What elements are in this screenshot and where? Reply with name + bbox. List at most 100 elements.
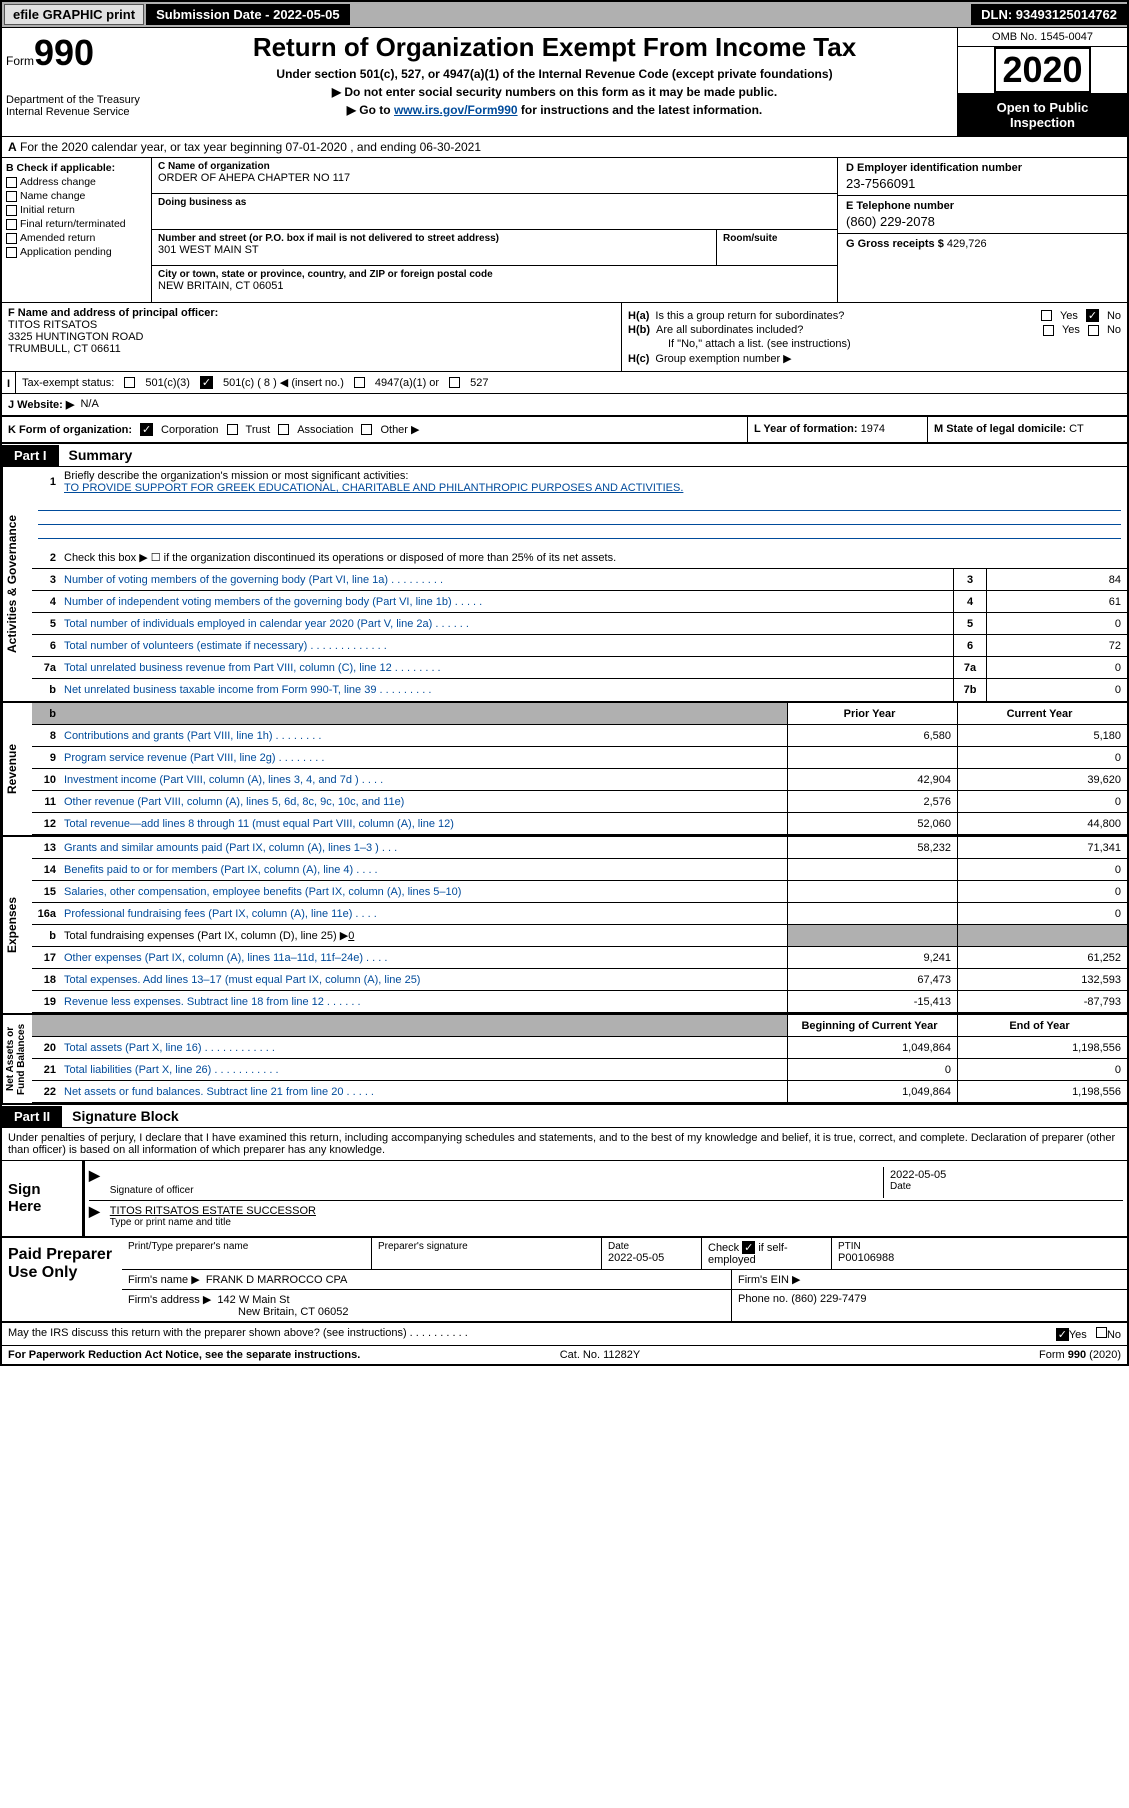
line-6: 6 Total number of volunteers (estimate i… (32, 635, 1127, 657)
ein-label: D Employer identification number (846, 162, 1119, 174)
org-name: ORDER OF AHEPA CHAPTER NO 117 (158, 172, 831, 184)
shade-cell: b (32, 703, 60, 724)
checkbox-icon[interactable] (1096, 1327, 1107, 1338)
checkbox-checked-icon[interactable]: ✓ (1056, 1328, 1069, 1341)
revenue-header: b Prior Year Current Year (32, 703, 1127, 725)
checkbox-icon[interactable] (354, 377, 365, 388)
governance-body: 1 Briefly describe the organization's mi… (32, 467, 1127, 701)
end-year-header: End of Year (957, 1015, 1127, 1036)
line-5: 5 Total number of individuals employed i… (32, 613, 1127, 635)
line-7b: b Net unrelated business taxable income … (32, 679, 1127, 701)
hc-row: H(c) Group exemption number ▶ (628, 352, 1121, 365)
tax-year-text: For the 2020 calendar year, or tax year … (20, 140, 481, 154)
checkbox-icon[interactable] (227, 424, 238, 435)
checkbox-icon[interactable] (361, 424, 372, 435)
gross-val: 429,726 (947, 238, 987, 250)
sign-body: ▶ Signature of officer 2022-05-05 Date ▶… (82, 1161, 1127, 1236)
efile-label: efile GRAPHIC print (4, 4, 144, 25)
checkbox-icon (6, 177, 17, 188)
header-right: OMB No. 1545-0047 2020 Open to Public In… (957, 28, 1127, 136)
checkbox-icon[interactable] (1088, 325, 1099, 336)
line-num: 5 (32, 618, 60, 630)
shade-cell (957, 925, 1127, 946)
hc-label: H(c) (628, 353, 649, 365)
chk-amended[interactable]: Amended return (6, 232, 147, 244)
line-num: 6 (32, 640, 60, 652)
checkbox-icon[interactable] (1043, 325, 1054, 336)
checkbox-checked-icon[interactable]: ✓ (1086, 309, 1099, 322)
org-name-label: C Name of organization (158, 161, 831, 172)
tax-status-body: Tax-exempt status: 501(c)(3) ✓501(c) ( 8… (16, 372, 1127, 393)
line-20: 20Total assets (Part X, line 16) . . . .… (32, 1037, 1127, 1059)
chk-address-change[interactable]: Address change (6, 176, 147, 188)
fh-row: F Name and address of principal officer:… (2, 303, 1127, 372)
line-22: 22Net assets or fund balances. Subtract … (32, 1081, 1127, 1103)
line-12: 12Total revenue—add lines 8 through 11 (… (32, 813, 1127, 835)
chk-initial-return[interactable]: Initial return (6, 204, 147, 216)
line-19: 19Revenue less expenses. Subtract line 1… (32, 991, 1127, 1013)
omb-number: OMB No. 1545-0047 (958, 28, 1127, 47)
dba-box: Doing business as (152, 194, 837, 230)
checkbox-icon (6, 247, 17, 258)
revenue-section: Revenue b Prior Year Current Year 8Contr… (2, 703, 1127, 837)
checkbox-icon (6, 219, 17, 230)
val-5: 0 (987, 613, 1127, 634)
line-1: 1 Briefly describe the organization's mi… (32, 467, 1127, 497)
officer-box: F Name and address of principal officer:… (2, 303, 622, 371)
chk-pending[interactable]: Application pending (6, 246, 147, 258)
checkbox-checked-icon[interactable]: ✓ (742, 1241, 755, 1254)
street-val: 301 WEST MAIN ST (158, 244, 710, 256)
gross-receipts-box: G Gross receipts $ 429,726 (838, 234, 1127, 254)
chk-final-return[interactable]: Final return/terminated (6, 218, 147, 230)
line-3: 3 Number of voting members of the govern… (32, 569, 1127, 591)
ha-yn: Yes ✓No (1041, 309, 1121, 322)
ha-text: Is this a group return for subordinates? (655, 310, 844, 322)
firm-name-row: Firm's name ▶ FRANK D MARROCCO CPA Firm'… (122, 1270, 1127, 1290)
mission-text: TO PROVIDE SUPPORT FOR GREEK EDUCATIONAL… (64, 482, 683, 494)
part-2-num: Part II (2, 1106, 62, 1127)
box-num: 3 (953, 569, 987, 590)
hb-text: Are all subordinates included? (656, 324, 803, 336)
line-4: 4 Number of independent voting members o… (32, 591, 1127, 613)
checkbox-icon[interactable] (278, 424, 289, 435)
hb-yn: Yes No (1043, 324, 1121, 336)
checkbox-icon (6, 205, 17, 216)
sub3-post: for instructions and the latest informat… (518, 103, 763, 117)
checkbox-icon[interactable] (1041, 310, 1052, 321)
ein-box: D Employer identification number 23-7566… (838, 158, 1127, 196)
perjury-text: Under penalties of perjury, I declare th… (2, 1128, 1127, 1161)
checkbox-icon[interactable] (124, 377, 135, 388)
hb-row: H(b) Are all subordinates included? Yes … (628, 324, 1121, 336)
line-2: 2 Check this box ▶ ☐ if the organization… (32, 547, 1127, 569)
website-row: J Website: ▶ N/A (2, 394, 1127, 417)
city-box: City or town, state or province, country… (152, 266, 837, 302)
b-head: B Check if applicable: (6, 162, 147, 174)
checkbox-checked-icon[interactable]: ✓ (200, 376, 213, 389)
room-suite: Room/suite (717, 230, 837, 265)
checkbox-checked-icon[interactable]: ✓ (140, 423, 153, 436)
irs-link[interactable]: www.irs.gov/Form990 (394, 103, 518, 117)
rule-line (38, 525, 1121, 539)
line-num: 7a (32, 662, 60, 674)
subtitle-1: Under section 501(c), 527, or 4947(a)(1)… (156, 67, 953, 81)
officer-addr2: TRUMBULL, CT 06611 (8, 343, 615, 355)
k-cell: K Form of organization: ✓Corporation Tru… (2, 417, 747, 442)
side-net: Net Assets or Fund Balances (2, 1015, 32, 1103)
line-18: 18Total expenses. Add lines 13–17 (must … (32, 969, 1127, 991)
chk-name-change[interactable]: Name change (6, 190, 147, 202)
footer: For Paperwork Reduction Act Notice, see … (2, 1346, 1127, 1364)
hc-text: Group exemption number ▶ (655, 352, 791, 365)
line-21: 21Total liabilities (Part X, line 26) . … (32, 1059, 1127, 1081)
arrow-icon: ▶ (89, 1203, 100, 1230)
gross-label: G Gross receipts $ (846, 238, 944, 250)
box-num: 4 (953, 591, 987, 612)
phone-val: (860) 229-2078 (846, 214, 1119, 229)
governance-section: Activities & Governance 1 Briefly descri… (2, 467, 1127, 703)
checkbox-icon[interactable] (449, 377, 460, 388)
box-num: 5 (953, 613, 987, 634)
expenses-body: 13Grants and similar amounts paid (Part … (32, 837, 1127, 1013)
phone-label: E Telephone number (846, 200, 1119, 212)
val-6: 72 (987, 635, 1127, 656)
city-label: City or town, state or province, country… (158, 269, 831, 280)
part-2-title: Signature Block (62, 1105, 189, 1127)
